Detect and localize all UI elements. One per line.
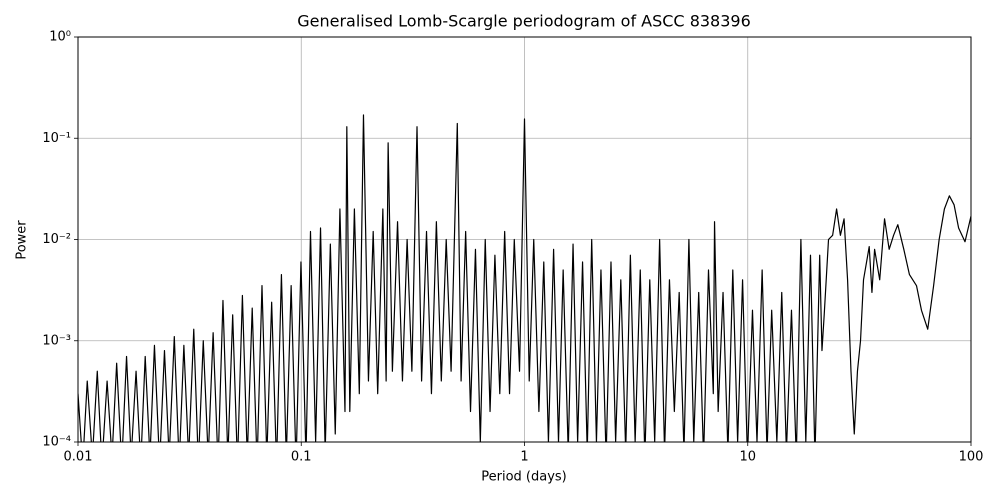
ticks: 0.01 0.1 1 10 100 10⁻⁴ 10⁻³ 10⁻² 10⁻¹ 10⁰ (42, 30, 983, 465)
plot-area (78, 114, 971, 442)
y-tick-label: 10⁻³ (42, 333, 71, 348)
x-tick-label: 10 (739, 450, 756, 465)
x-axis-label: Period (days) (481, 470, 567, 485)
y-axis-label: Power (15, 220, 30, 260)
y-tick-label: 10⁻² (42, 232, 71, 247)
x-tick-label: 100 (959, 450, 984, 465)
x-tick-label: 0.01 (64, 450, 93, 465)
data-line (78, 114, 971, 442)
chart-title: Generalised Lomb-Scargle periodogram of … (297, 12, 751, 31)
x-tick-label: 0.1 (291, 450, 312, 465)
x-tick-label: 1 (520, 450, 528, 465)
y-tick-label: 10⁰ (49, 30, 71, 45)
y-tick-label: 10⁻¹ (42, 131, 71, 146)
y-tick-label: 10⁻⁴ (42, 435, 71, 450)
